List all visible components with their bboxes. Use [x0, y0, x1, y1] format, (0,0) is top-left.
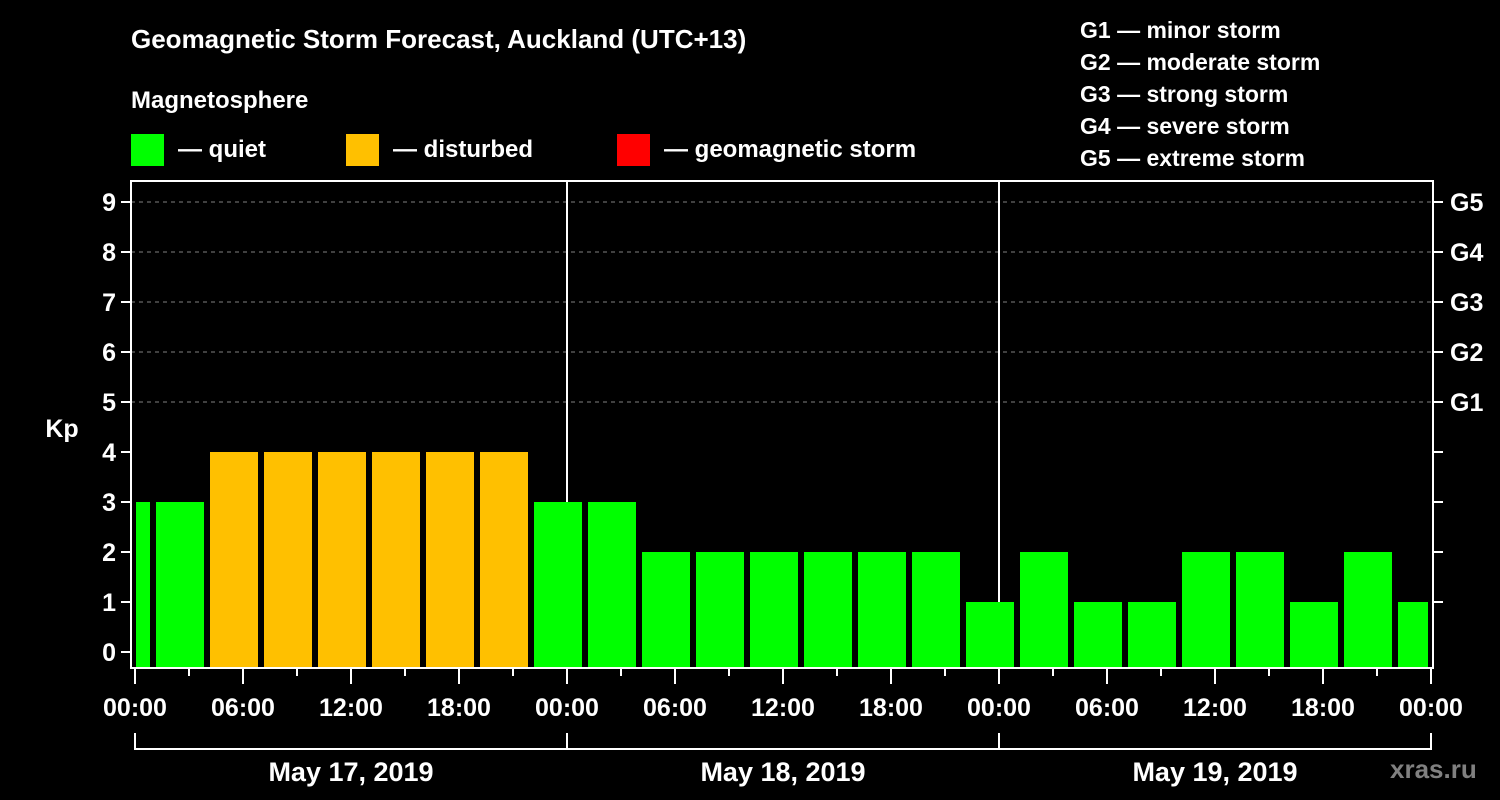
kp-bar: [480, 452, 528, 667]
kp-bar: [1128, 602, 1176, 667]
day-label: May 18, 2019: [700, 757, 865, 787]
g-scale-item: G4 — severe storm: [1080, 113, 1290, 139]
y-tick-label: 4: [102, 439, 116, 467]
legend-item-disturbed: — disturbed: [346, 134, 533, 166]
watermark: xras.ru: [1390, 754, 1477, 784]
legend-swatch-disturbed: [346, 134, 379, 166]
kp-bar: [804, 552, 852, 667]
kp-bar: [1182, 552, 1230, 667]
kp-bar: [1398, 602, 1428, 667]
legend-label-disturbed: — disturbed: [393, 136, 534, 163]
g-scale-item: G2 — moderate storm: [1080, 49, 1321, 75]
legend-swatch-quiet: [131, 134, 164, 166]
g-level-label: G4: [1450, 239, 1483, 267]
kp-bar: [750, 552, 798, 667]
day-label: May 17, 2019: [268, 757, 433, 787]
x-tick-label: 18:00: [859, 694, 923, 722]
g-scale-item: G5 — extreme storm: [1080, 145, 1305, 171]
x-tick-label: 00:00: [967, 694, 1031, 722]
x-tick-label: 00:00: [535, 694, 599, 722]
y-tick-label: 1: [102, 589, 116, 617]
legend-subtitle: Magnetosphere: [131, 87, 309, 114]
kp-bar: [136, 502, 150, 667]
y-tick-label: 8: [102, 239, 116, 267]
x-tick-label: 12:00: [319, 694, 383, 722]
x-tick-label: 06:00: [1075, 694, 1139, 722]
g-scale-item: G1 — minor storm: [1080, 17, 1281, 43]
kp-bar: [372, 452, 420, 667]
x-tick-label: 12:00: [751, 694, 815, 722]
legend-swatch-storm: [617, 134, 650, 166]
y-tick-label: 7: [102, 289, 116, 317]
g-scale-legend: G1 — minor storm G2 — moderate storm G3 …: [1080, 14, 1320, 174]
x-tick-label: 18:00: [1291, 694, 1355, 722]
y-tick-label: 3: [102, 489, 116, 517]
kp-bar: [642, 552, 690, 667]
legend-label-storm: — geomagnetic storm: [664, 136, 917, 163]
x-tick-label: 06:00: [643, 694, 707, 722]
x-tick-label: 06:00: [211, 694, 275, 722]
x-tick-label: 00:00: [103, 694, 167, 722]
y-tick-label: 2: [102, 539, 116, 567]
kp-bar: [264, 452, 312, 667]
g-level-label: G1: [1450, 389, 1483, 417]
x-tick-label: 18:00: [427, 694, 491, 722]
kp-bar: [210, 452, 258, 667]
kp-bar: [858, 552, 906, 667]
legend-label-quiet: — quiet: [178, 136, 266, 163]
g-scale-item: G3 — strong storm: [1080, 81, 1289, 107]
kp-bar: [1074, 602, 1122, 667]
kp-bar: [588, 502, 636, 667]
kp-bar: [318, 452, 366, 667]
y-tick-label: 6: [102, 339, 116, 367]
kp-bar: [966, 602, 1014, 667]
y-tick-label: 5: [102, 389, 116, 417]
y-tick-label: 9: [102, 189, 116, 217]
g-level-label: G5: [1450, 189, 1483, 217]
g-level-label: G2: [1450, 339, 1483, 367]
y-tick-label: 0: [102, 639, 116, 667]
kp-bar: [1020, 552, 1068, 667]
y-axis-label: Kp: [45, 415, 78, 443]
chart-title: Geomagnetic Storm Forecast, Auckland (UT…: [131, 24, 747, 54]
kp-bar: [696, 552, 744, 667]
legend-item-quiet: — quiet: [131, 134, 266, 166]
kp-bar: [1290, 602, 1338, 667]
kp-bar: [156, 502, 204, 667]
kp-bar: [534, 502, 582, 667]
kp-bar: [426, 452, 474, 667]
kp-bar: [1236, 552, 1284, 667]
kp-bar: [1344, 552, 1392, 667]
kp-bar: [912, 552, 960, 667]
x-tick-label: 00:00: [1399, 694, 1463, 722]
x-tick-label: 12:00: [1183, 694, 1247, 722]
g-level-label: G3: [1450, 289, 1483, 317]
day-label: May 19, 2019: [1132, 757, 1297, 787]
legend-item-storm: — geomagnetic storm: [617, 134, 916, 166]
